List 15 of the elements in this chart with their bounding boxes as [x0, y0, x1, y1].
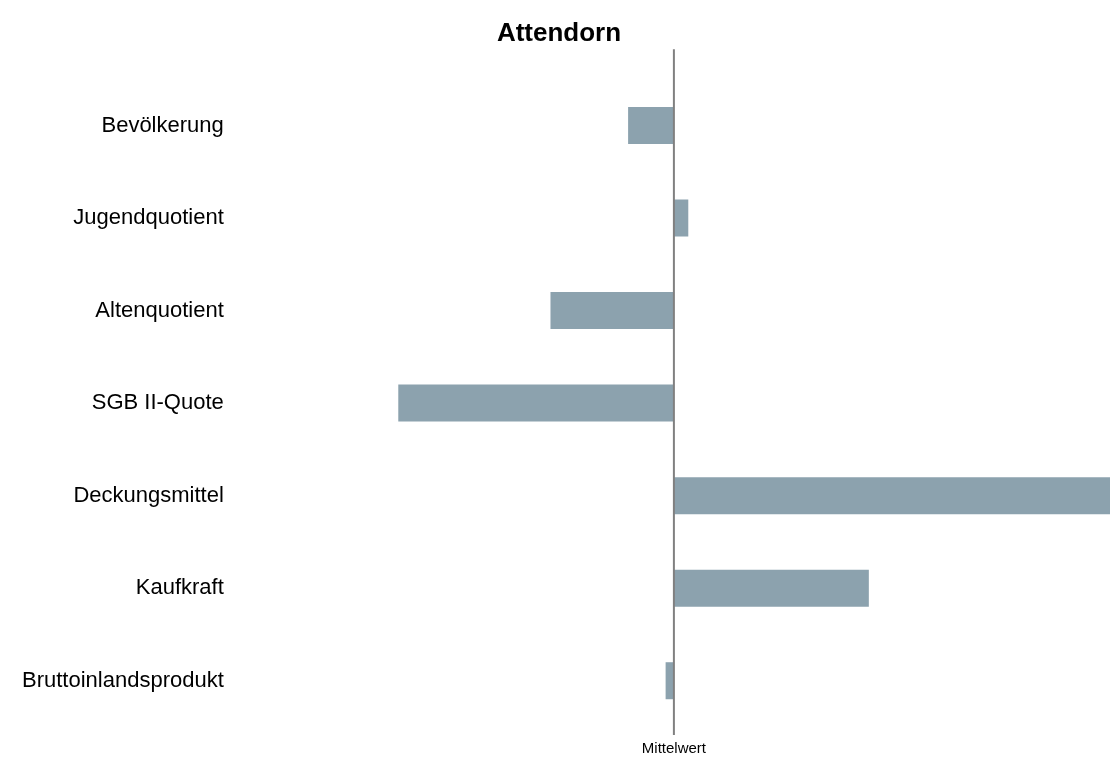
chart-title: Attendorn [496, 16, 622, 47]
y-tick-label: Bruttoinlandsprodukt [22, 666, 224, 692]
bar [673, 477, 1110, 515]
y-tick-label: Altenquotient [95, 296, 224, 322]
bar [628, 106, 674, 144]
y-tick-label: Deckungsmittel [73, 481, 224, 507]
bar [673, 569, 869, 607]
y-tick-label: Jugendquotient [73, 204, 224, 230]
y-tick-label: SGB II-Quote [91, 389, 224, 415]
bar [550, 292, 674, 330]
bar [673, 199, 689, 237]
y-tick-label: Kaufkraft [135, 574, 224, 600]
y-tick-label: Bevölkerung [101, 111, 224, 137]
ref-line-label: Mittelwert [641, 738, 707, 756]
bar [398, 384, 674, 422]
